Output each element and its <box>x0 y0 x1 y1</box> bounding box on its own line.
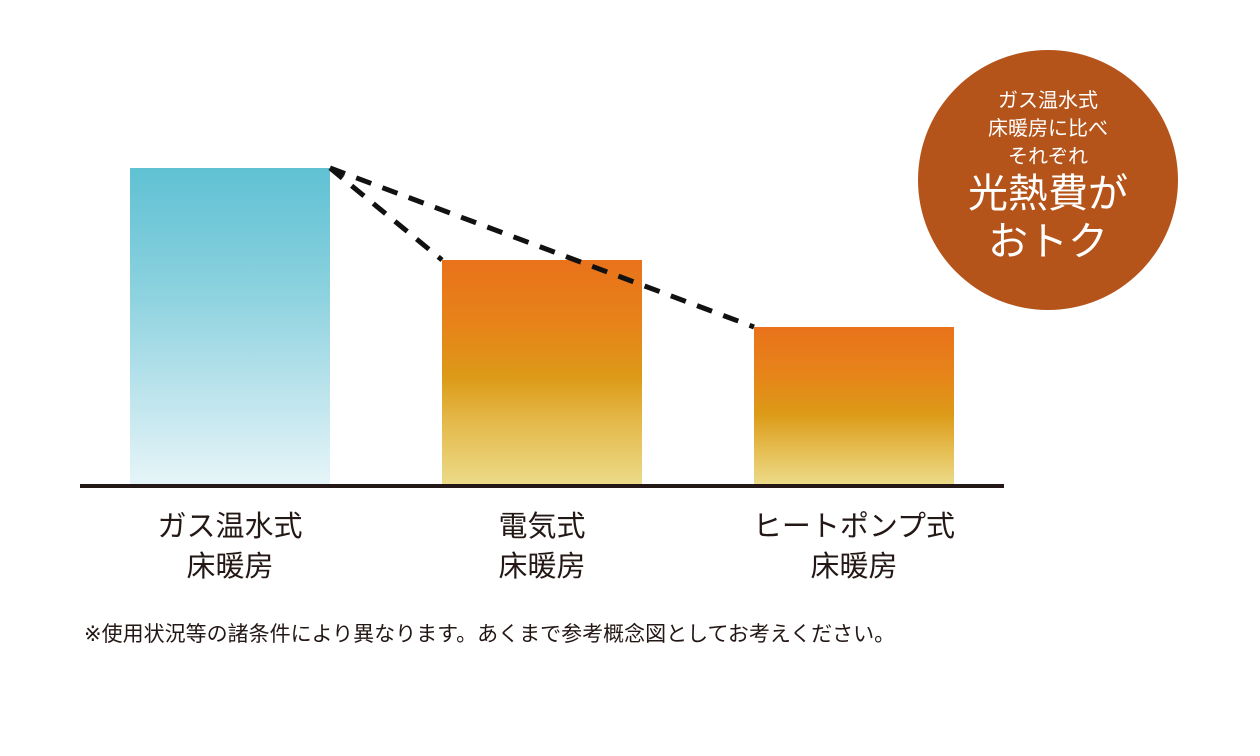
x-label-gas: ガス温水式 床暖房 <box>100 506 360 586</box>
bar-electric-floor-heating <box>442 260 642 485</box>
footnote: ※使用状況等の諸条件により異なります。あくまで参考概念図としてお考えください。 <box>84 622 896 646</box>
x-label-electric-line1: 電気式 <box>498 509 586 543</box>
x-label-gas-line1: ガス温水式 <box>157 509 303 543</box>
badge-line2: 床暖房に比べ <box>988 116 1108 140</box>
bar-heat-pump-floor-heating <box>754 327 954 485</box>
badge-line1: ガス温水式 <box>998 88 1098 112</box>
badge-headline2: おトク <box>988 219 1108 265</box>
bar-gas-hot-water-floor-heating <box>130 168 330 485</box>
x-label-heat-pump-line2: 床暖房 <box>810 549 898 583</box>
badge-line3: それぞれ <box>1008 144 1088 168</box>
x-label-electric-line2: 床暖房 <box>498 549 586 583</box>
x-label-heat-pump-line1: ヒートポンプ式 <box>752 509 956 543</box>
x-label-gas-line2: 床暖房 <box>186 549 274 583</box>
x-axis-baseline <box>80 484 1004 488</box>
savings-badge: ガス温水式 床暖房に比べ それぞれ 光熱費が おトク <box>918 50 1178 310</box>
badge-headline1: 光熱費が <box>968 171 1128 217</box>
x-label-electric: 電気式 床暖房 <box>412 506 672 586</box>
x-label-heat-pump: ヒートポンプ式 床暖房 <box>724 506 984 586</box>
